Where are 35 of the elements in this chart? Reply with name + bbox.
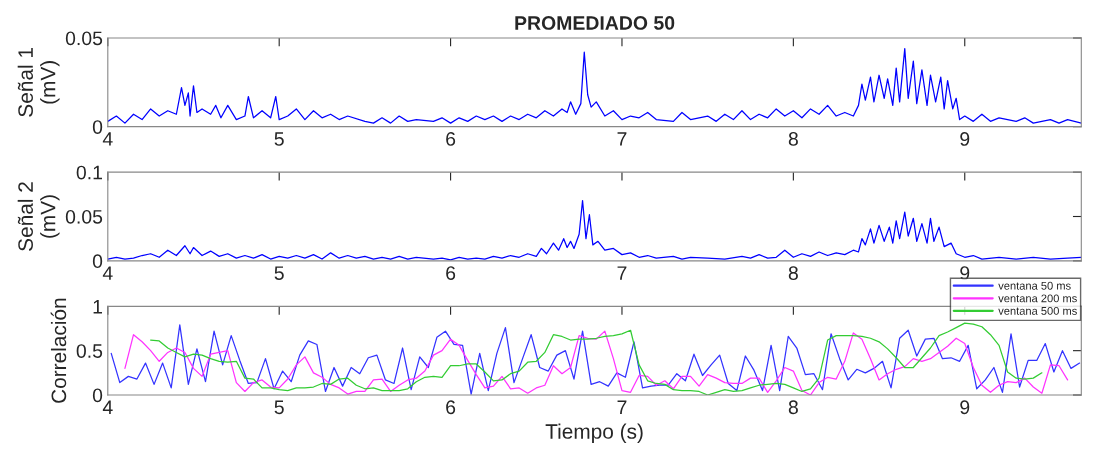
x-tick-label: 8 [788,400,798,415]
y-tick-label: 0.05 [65,209,103,224]
y-axis-title: Señal 2 (mV) [17,182,60,251]
x-tick-label: 7 [617,400,627,414]
line-series [107,48,1082,124]
x-tick-label: 8 [788,266,798,280]
y-axis-title: Señal 1 (mV) [17,48,60,117]
legend-label: ventana 50 ms [998,281,1071,290]
x-axis-title: Tiempo (s) [545,423,643,443]
legend-label: ventana 500 ms [998,306,1077,315]
x-tick-label: 9 [960,400,970,415]
y-tick-label: 0 [92,388,103,403]
y-tick-label: 0 [92,120,103,134]
legend-label: ventana 200 ms [998,294,1077,303]
x-tick-label: 9 [960,132,970,146]
y-tick-label: 0.05 [65,31,103,46]
y-tick-label: 0 [92,254,103,269]
y-tick-label: 0.5 [76,344,103,358]
x-tick-label: 6 [446,266,456,280]
x-tick-label: 4 [102,266,113,280]
chart-title: PROMEDIADO 50 [515,16,675,30]
x-tick-label: 4 [102,400,113,414]
x-tick-label: 6 [446,400,456,415]
y-tick-label: 0.1 [76,165,102,180]
x-tick-label: 5 [274,400,284,415]
x-tick-label: 8 [788,132,798,146]
y-tick-label: 1 [93,300,102,314]
x-tick-label: 5 [274,132,284,146]
x-tick-label: 6 [446,132,456,146]
x-tick-label: 7 [617,132,627,146]
x-tick-label: 9 [960,266,970,280]
x-tick-label: 4 [102,132,113,146]
x-tick-label: 7 [617,266,627,280]
y-axis-title: Correlación [50,298,67,403]
x-tick-label: 5 [274,266,284,280]
